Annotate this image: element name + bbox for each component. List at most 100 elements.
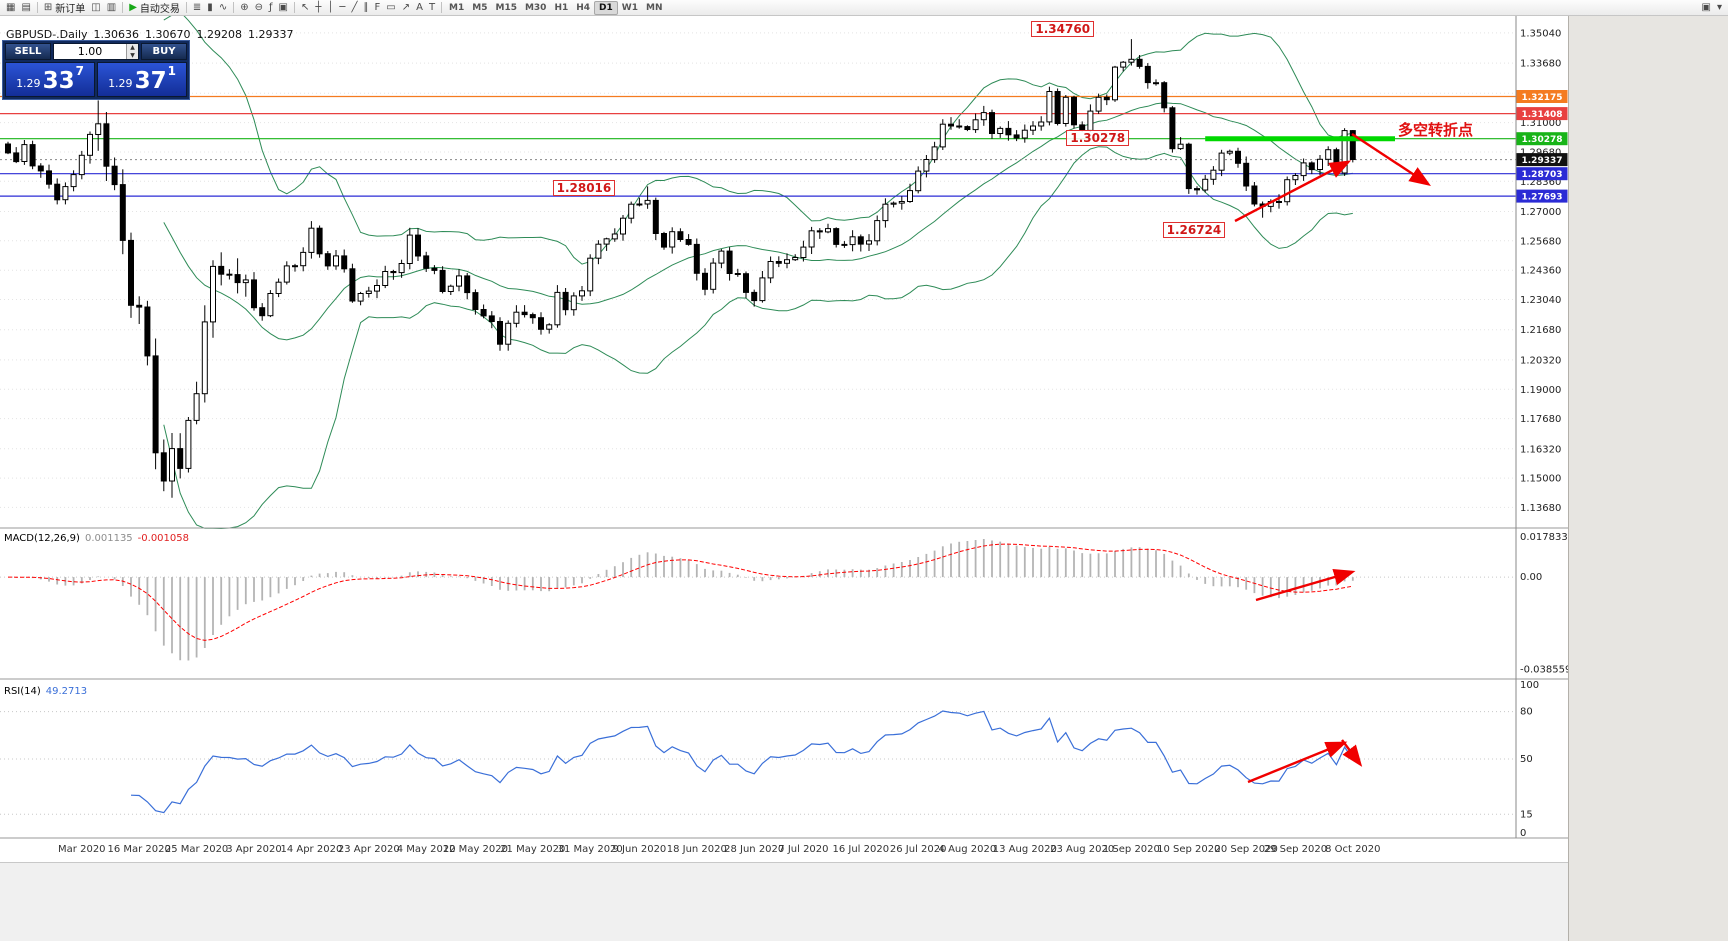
new-order-button[interactable]: ⊞ 新订单: [41, 1, 88, 16]
market-watch-icon[interactable]: ▥: [104, 1, 119, 15]
rsi-value: 49.2713: [45, 686, 88, 697]
crosshair-icon[interactable]: ┼: [312, 1, 324, 15]
candlestick: [54, 183, 61, 201]
svg-text:14 Apr 2020: 14 Apr 2020: [280, 844, 342, 855]
sell-price-button[interactable]: 1.29 33 7: [5, 62, 95, 97]
bollinger-band[interactable]: [163, 102, 1353, 341]
ohlc-open: 1.30636: [93, 28, 140, 41]
price-annotation[interactable]: 1.26724: [1162, 221, 1226, 238]
toolbar-separator: [233, 2, 235, 13]
shapes-icon[interactable]: ▭: [383, 1, 398, 15]
candlestick: [103, 123, 110, 167]
svg-text:1.29337: 1.29337: [1522, 156, 1563, 166]
svg-text:0.017833: 0.017833: [1520, 532, 1568, 543]
text-icon[interactable]: A: [413, 1, 426, 15]
svg-text:1.35040: 1.35040: [1520, 28, 1561, 39]
trendline-icon[interactable]: ╱: [348, 1, 360, 15]
candlestick: [447, 285, 454, 293]
horizontal-line-icon[interactable]: ─: [336, 1, 348, 15]
candlestick: [144, 306, 151, 357]
svg-text:0: 0: [1520, 828, 1526, 839]
timeframe-m1[interactable]: M1: [449, 2, 465, 13]
fibonacci-icon[interactable]: F: [371, 1, 383, 15]
sell-button[interactable]: SELL: [5, 43, 51, 60]
trend-arrow[interactable]: [1351, 132, 1432, 186]
indicators-icon[interactable]: ƒ: [266, 1, 276, 15]
volume-increase-button[interactable]: ▲: [127, 44, 138, 52]
candlestick: [652, 199, 659, 234]
templates-icon-glyph: ▣: [278, 1, 288, 13]
candlestick-chart-icon[interactable]: ▮: [204, 1, 216, 15]
svg-text:1.28360: 1.28360: [1520, 177, 1561, 188]
window-list-icon[interactable]: ▣: [1699, 1, 1714, 15]
price-annotation[interactable]: 1.28016: [552, 179, 616, 196]
buy-button[interactable]: BUY: [141, 43, 187, 60]
chart-area[interactable]: 1.350401.336801.323201.310001.296801.283…: [0, 11, 1571, 862]
svg-text:1.33680: 1.33680: [1520, 59, 1561, 70]
candlestick: [1087, 110, 1094, 131]
arrows-icon[interactable]: ↗: [399, 1, 413, 15]
candlestick: [1349, 130, 1356, 160]
timeframe-m5[interactable]: M5: [472, 2, 488, 13]
candlestick: [119, 184, 126, 241]
candlestick: [636, 203, 643, 206]
bollinger-band[interactable]: [163, 146, 1353, 530]
chart-canvas[interactable]: 1.350401.336801.323201.310001.296801.283…: [0, 11, 1571, 862]
trend-arrow[interactable]: [1234, 160, 1352, 223]
trend-arrow[interactable]: [1255, 568, 1356, 602]
timeframe-h4[interactable]: H4: [576, 2, 591, 13]
price-annotation[interactable]: 1.30278: [1066, 129, 1130, 146]
candlestick: [226, 273, 233, 276]
candlestick: [357, 293, 364, 302]
candlestick: [398, 263, 405, 274]
svg-text:1.27693: 1.27693: [1522, 193, 1563, 203]
candlestick: [349, 268, 356, 302]
candlestick: [1251, 185, 1258, 205]
line-chart-icon[interactable]: ∿: [216, 1, 230, 15]
timeframe-d1[interactable]: D1: [594, 0, 618, 15]
timeframe-w1[interactable]: W1: [621, 2, 638, 13]
chart-text-label[interactable]: 多空转折点: [1398, 121, 1474, 139]
channel-icon[interactable]: ∥: [360, 1, 371, 15]
candlestick: [980, 112, 987, 121]
new-chart-icon[interactable]: ▦: [3, 1, 18, 15]
templates-icon[interactable]: ▣: [276, 1, 291, 15]
zoom-out-icon[interactable]: ⊖: [252, 1, 266, 15]
text-label-icon-glyph: T: [428, 1, 436, 13]
bar-chart-icon[interactable]: ≣: [190, 1, 204, 15]
candlestick: [702, 272, 708, 290]
vertical-line-icon[interactable]: │: [324, 1, 336, 15]
chart-window-icon[interactable]: ◫: [88, 1, 103, 15]
trend-arrow[interactable]: [1247, 741, 1348, 784]
crosshair-icon-glyph: ┼: [315, 1, 322, 13]
timeframe-m15[interactable]: M15: [495, 2, 517, 13]
candlestick: [1317, 158, 1323, 171]
text-label-icon[interactable]: T: [426, 1, 438, 15]
candlestick: [898, 201, 905, 204]
toolbar-options-icon[interactable]: ▾: [1714, 1, 1725, 15]
candlestick: [595, 243, 602, 259]
timeframe-mn[interactable]: MN: [645, 2, 663, 13]
volume-decrease-button[interactable]: ▼: [127, 51, 138, 59]
chart-svg[interactable]: 1.350401.336801.323201.310001.296801.283…: [0, 11, 1571, 862]
zoom-in-icon[interactable]: ⊕: [237, 1, 251, 15]
price-annotation[interactable]: 1.34760: [1031, 21, 1095, 38]
candlestick: [1021, 129, 1028, 139]
trend-arrow[interactable]: [1341, 739, 1363, 767]
candlestick: [46, 170, 52, 185]
autotrading-button[interactable]: ▶ 自动交易: [126, 1, 183, 16]
fibonacci-icon-glyph: F: [374, 1, 381, 13]
volume-value[interactable]: 1.00: [77, 45, 103, 58]
candlestick: [1136, 58, 1143, 67]
volume-field[interactable]: 1.00 ▲ ▼: [53, 43, 139, 60]
svg-text:1.21680: 1.21680: [1520, 325, 1561, 336]
candlestick: [579, 290, 585, 297]
buy-price-button[interactable]: 1.29 37 1: [97, 62, 187, 97]
chart-profiles-icon[interactable]: ▤: [18, 1, 33, 15]
timeframe-h1[interactable]: H1: [554, 2, 569, 13]
candlestick: [316, 227, 323, 255]
cursor-icon[interactable]: ↖: [298, 1, 312, 15]
bollinger-band[interactable]: [163, 11, 1353, 265]
candlestick: [620, 217, 626, 235]
timeframe-m30[interactable]: M30: [524, 2, 547, 13]
